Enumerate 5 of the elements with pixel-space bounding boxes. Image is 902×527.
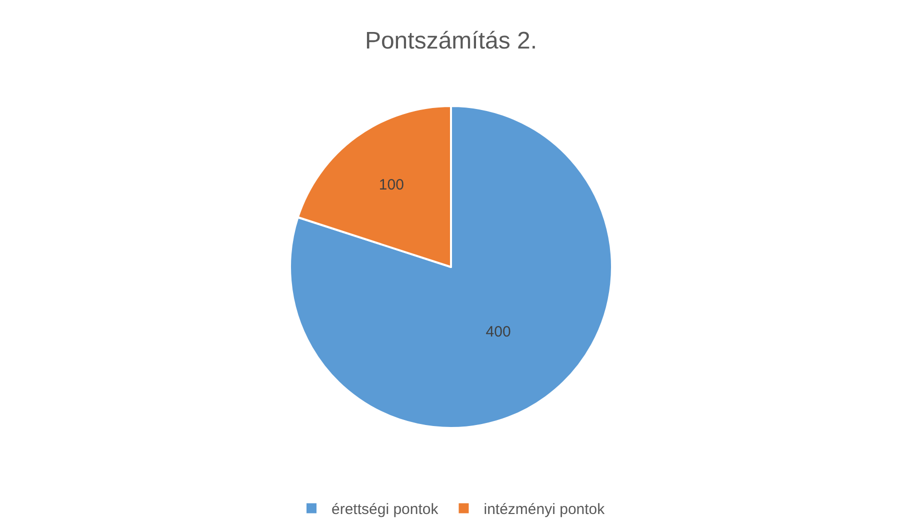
legend-label: érettségi pontok [332,501,439,518]
data-label: 100 [378,176,404,194]
legend-label: intézményi pontok [484,501,606,518]
data-label: 400 [486,324,511,341]
chart-title: Pontszámítás 2. [364,27,538,54]
